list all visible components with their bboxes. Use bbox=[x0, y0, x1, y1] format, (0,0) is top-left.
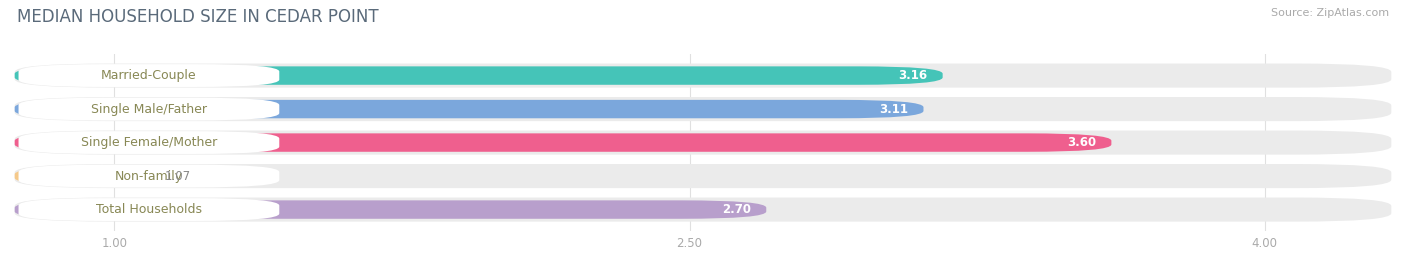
FancyBboxPatch shape bbox=[18, 98, 280, 121]
FancyBboxPatch shape bbox=[14, 200, 766, 219]
FancyBboxPatch shape bbox=[14, 97, 1392, 121]
Text: 2.70: 2.70 bbox=[721, 203, 751, 216]
Text: Single Male/Father: Single Male/Father bbox=[91, 102, 207, 116]
FancyBboxPatch shape bbox=[14, 100, 924, 118]
Text: Married-Couple: Married-Couple bbox=[101, 69, 197, 82]
FancyBboxPatch shape bbox=[14, 167, 141, 185]
Text: Single Female/Mother: Single Female/Mother bbox=[80, 136, 217, 149]
FancyBboxPatch shape bbox=[18, 165, 280, 187]
FancyBboxPatch shape bbox=[18, 64, 280, 87]
FancyBboxPatch shape bbox=[14, 197, 1392, 222]
FancyBboxPatch shape bbox=[14, 133, 1111, 152]
FancyBboxPatch shape bbox=[18, 131, 280, 154]
FancyBboxPatch shape bbox=[14, 66, 942, 85]
FancyBboxPatch shape bbox=[14, 164, 1392, 188]
Text: Source: ZipAtlas.com: Source: ZipAtlas.com bbox=[1271, 8, 1389, 18]
FancyBboxPatch shape bbox=[18, 198, 280, 221]
Text: MEDIAN HOUSEHOLD SIZE IN CEDAR POINT: MEDIAN HOUSEHOLD SIZE IN CEDAR POINT bbox=[17, 8, 378, 26]
Text: Total Households: Total Households bbox=[96, 203, 202, 216]
Text: 3.11: 3.11 bbox=[879, 102, 908, 116]
Text: 3.60: 3.60 bbox=[1067, 136, 1097, 149]
Text: Non-family: Non-family bbox=[115, 169, 183, 183]
Text: 1.07: 1.07 bbox=[165, 169, 190, 183]
Text: 3.16: 3.16 bbox=[898, 69, 928, 82]
FancyBboxPatch shape bbox=[14, 130, 1392, 155]
FancyBboxPatch shape bbox=[14, 63, 1392, 88]
